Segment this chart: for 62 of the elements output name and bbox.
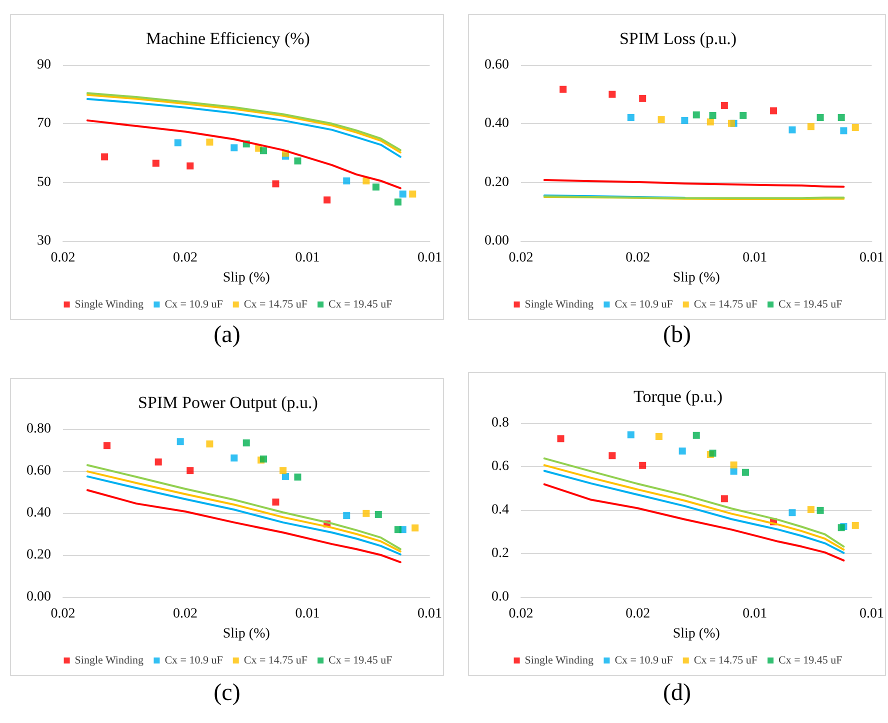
y-tick-label: 0.40 bbox=[26, 506, 51, 520]
y-tick-label: 0.40 bbox=[484, 116, 509, 132]
y-tick-label: 0.00 bbox=[26, 590, 51, 604]
text: (a) bbox=[212, 322, 242, 349]
chart-title: SPIM Loss (p.u.) bbox=[619, 29, 737, 48]
x-axis-title: Slip (%) bbox=[222, 626, 270, 642]
x-tick-label: 0.02 bbox=[173, 606, 198, 622]
legend-label: Single Winding bbox=[524, 298, 594, 310]
legend-label: Cx = 19.45 uF bbox=[778, 298, 842, 310]
text: (c) bbox=[212, 680, 242, 707]
legend-label: Cx = 10.9 uF bbox=[614, 654, 673, 666]
legend-label: Single Winding bbox=[74, 654, 144, 666]
y-tick-label: 50 bbox=[37, 174, 51, 190]
y-tick-label: 70 bbox=[37, 116, 51, 132]
y-tick-label: 30 bbox=[37, 234, 51, 248]
y-tick-label: 0.60 bbox=[484, 58, 509, 72]
x-tick-label: 0.02 bbox=[626, 606, 650, 622]
x-tick-label: 0.01 bbox=[742, 250, 768, 266]
x-tick-label: 0.02 bbox=[508, 250, 534, 266]
y-tick-label: 0.20 bbox=[26, 548, 51, 562]
y-tick-label: 0.4 bbox=[492, 502, 509, 518]
legend-label: Cx = 10.9 uF bbox=[164, 654, 223, 666]
y-tick-label: 0.80 bbox=[26, 422, 51, 436]
legend-label: Cx = 19.45 uF bbox=[328, 654, 392, 666]
y-tick-label: 0.60 bbox=[26, 464, 51, 478]
y-tick-label: 0.6 bbox=[492, 459, 509, 474]
legend-label: Cx = 14.75 uF bbox=[244, 298, 308, 310]
x-tick-label: 0.02 bbox=[508, 606, 534, 622]
y-tick-label: 0.8 bbox=[492, 416, 509, 430]
text: (d) bbox=[662, 680, 692, 707]
legend-label: Cx = 14.75 uF bbox=[694, 298, 758, 310]
text: (b) bbox=[662, 322, 692, 349]
x-tick-label: 0.01 bbox=[860, 606, 884, 622]
legend-label: Cx = 14.75 uF bbox=[244, 654, 308, 666]
y-tick-label: 0.0 bbox=[492, 590, 509, 604]
x-axis-title: Slip (%) bbox=[672, 626, 720, 642]
x-tick-label: 0.02 bbox=[173, 250, 198, 266]
chart-title: SPIM Power Output (p.u.) bbox=[138, 393, 318, 412]
chart-title: Torque (p.u.) bbox=[634, 387, 722, 406]
legend-label: Cx = 10.9 uF bbox=[164, 298, 223, 310]
y-tick-label: 0.2 bbox=[492, 546, 509, 561]
x-axis-title: Slip (%) bbox=[222, 270, 270, 286]
y-tick-label: 0.00 bbox=[484, 234, 509, 248]
y-tick-label: 0.20 bbox=[484, 174, 509, 190]
x-tick-label: 0.01 bbox=[295, 250, 320, 266]
x-tick-label: 0.02 bbox=[50, 606, 76, 622]
x-axis-title: Slip (%) bbox=[672, 270, 720, 286]
legend-label: Single Winding bbox=[74, 298, 144, 310]
legend-label: Cx = 14.75 uF bbox=[694, 654, 758, 666]
legend-label: Cx = 10.9 uF bbox=[614, 298, 673, 310]
x-tick-label: 0.01 bbox=[418, 250, 442, 266]
x-tick-label: 0.01 bbox=[418, 606, 442, 622]
x-tick-label: 0.01 bbox=[295, 606, 320, 622]
legend-label: Cx = 19.45 uF bbox=[328, 298, 392, 310]
y-tick-label: 90 bbox=[37, 58, 51, 72]
x-tick-label: 0.01 bbox=[742, 606, 768, 622]
x-tick-label: 0.01 bbox=[860, 250, 884, 266]
chart-title: Machine Efficiency (%) bbox=[146, 29, 310, 48]
x-tick-label: 0.02 bbox=[50, 250, 76, 266]
legend-label: Cx = 19.45 uF bbox=[778, 654, 842, 666]
x-tick-label: 0.02 bbox=[626, 250, 650, 266]
legend-label: Single Winding bbox=[524, 654, 594, 666]
